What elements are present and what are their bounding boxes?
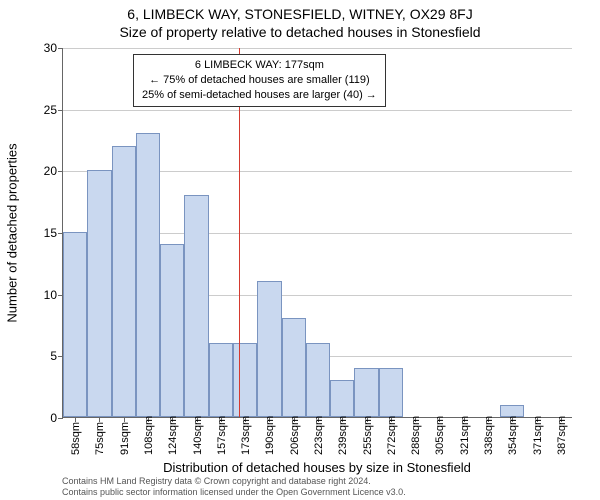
xtick-label: 288sqm	[410, 416, 422, 455]
histogram-bar	[160, 244, 184, 417]
histogram-bar	[112, 146, 136, 417]
footnote: Contains HM Land Registry data © Crown c…	[62, 476, 572, 498]
histogram-bar	[87, 170, 111, 417]
histogram-bar	[379, 368, 403, 417]
ytick-label: 25	[33, 103, 57, 117]
xtick-label: 91sqm	[119, 422, 131, 455]
ytick-label: 10	[33, 288, 57, 302]
xtick-label: 321sqm	[459, 416, 471, 455]
xtick-label: 255sqm	[362, 416, 374, 455]
xtick-label: 173sqm	[240, 416, 252, 455]
ytick-mark	[58, 48, 63, 49]
histogram-bar	[136, 133, 160, 417]
xtick-label: 58sqm	[70, 422, 82, 455]
xtick-label: 239sqm	[337, 416, 349, 455]
xtick-label: 371sqm	[532, 416, 544, 455]
plot-area: 05101520253058sqm75sqm91sqm108sqm124sqm1…	[62, 48, 572, 418]
histogram-bar	[282, 318, 306, 417]
ytick-mark	[58, 418, 63, 419]
footnote-line2: Contains public sector information licen…	[62, 487, 572, 498]
gridline	[63, 48, 572, 49]
histogram-bar	[184, 195, 208, 417]
xtick-label: 272sqm	[386, 416, 398, 455]
annotation-line: ← 75% of detached houses are smaller (11…	[142, 73, 377, 88]
ytick-label: 20	[33, 164, 57, 178]
xtick-label: 124sqm	[167, 416, 179, 455]
annotation-line: 6 LIMBECK WAY: 177sqm	[142, 58, 377, 73]
ytick-label: 15	[33, 226, 57, 240]
histogram-bar	[306, 343, 330, 417]
histogram-bar	[354, 368, 378, 417]
annotation-line: 25% of semi-detached houses are larger (…	[142, 88, 377, 103]
xtick-label: 223sqm	[313, 416, 325, 455]
xtick-label: 206sqm	[289, 416, 301, 455]
y-axis-label: Number of detached properties	[5, 143, 20, 322]
xtick-label: 108sqm	[143, 416, 155, 455]
xtick-label: 387sqm	[556, 416, 568, 455]
x-axis-label: Distribution of detached houses by size …	[62, 460, 572, 475]
ytick-label: 5	[33, 349, 57, 363]
ytick-mark	[58, 110, 63, 111]
xtick-label: 75sqm	[94, 422, 106, 455]
xtick-label: 140sqm	[192, 416, 204, 455]
ytick-mark	[58, 171, 63, 172]
xtick-label: 157sqm	[216, 416, 228, 455]
xtick-label: 305sqm	[434, 416, 446, 455]
xtick-label: 338sqm	[483, 416, 495, 455]
gridline	[63, 110, 572, 111]
chart-container: 6, LIMBECK WAY, STONESFIELD, WITNEY, OX2…	[0, 0, 600, 500]
annotation-box: 6 LIMBECK WAY: 177sqm← 75% of detached h…	[133, 54, 386, 107]
chart-title-address: 6, LIMBECK WAY, STONESFIELD, WITNEY, OX2…	[0, 6, 600, 22]
xtick-label: 354sqm	[507, 416, 519, 455]
histogram-bar	[209, 343, 233, 417]
histogram-bar	[233, 343, 257, 417]
footnote-line1: Contains HM Land Registry data © Crown c…	[62, 476, 572, 487]
histogram-bar	[63, 232, 87, 417]
ytick-label: 30	[33, 41, 57, 55]
xtick-label: 190sqm	[264, 416, 276, 455]
ytick-label: 0	[33, 411, 57, 425]
histogram-bar	[257, 281, 281, 417]
chart-title-sub: Size of property relative to detached ho…	[0, 24, 600, 40]
histogram-bar	[330, 380, 354, 417]
